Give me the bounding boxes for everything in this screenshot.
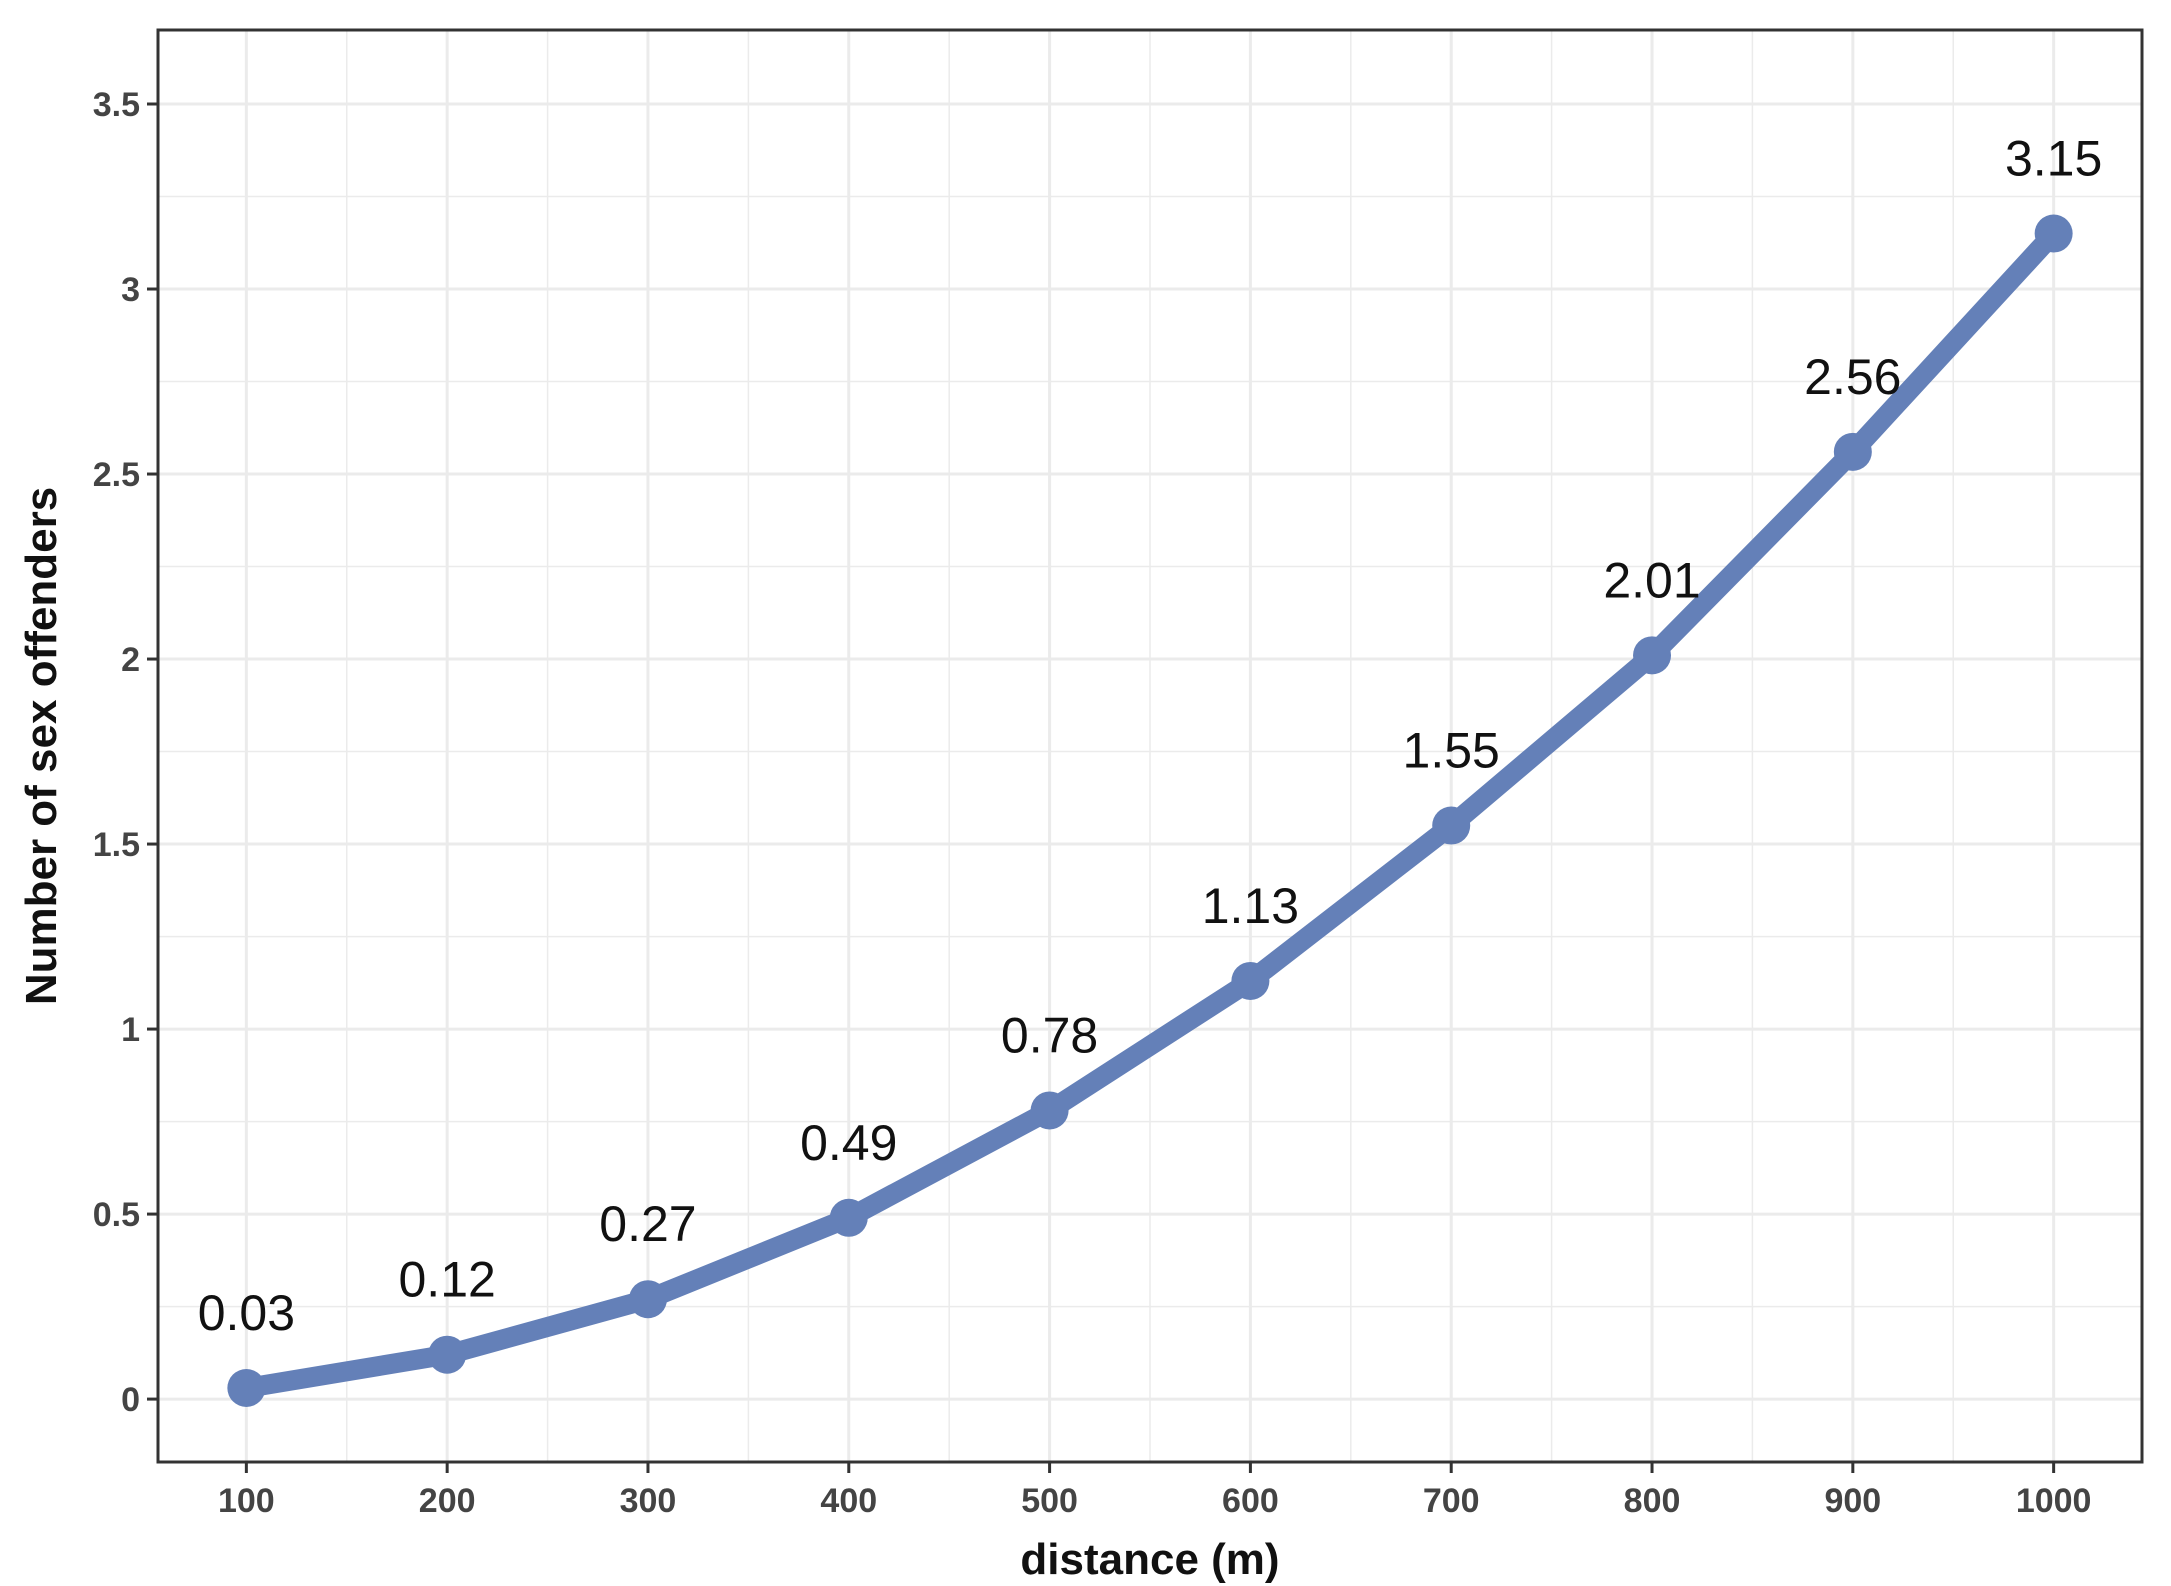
data-label: 0.03 <box>198 1285 295 1341</box>
x-tick-label: 600 <box>1222 1482 1279 1520</box>
y-axis-title: Number of sex offenders <box>17 487 66 1005</box>
data-points-group <box>227 214 2073 1407</box>
data-label: 0.78 <box>1001 1007 1098 1063</box>
series-line <box>236 223 2064 1398</box>
data-label: 1.55 <box>1403 723 1500 779</box>
data-point <box>1030 1091 1069 1130</box>
data-point <box>628 1280 667 1319</box>
data-label: 3.15 <box>2005 131 2102 187</box>
data-point <box>1633 636 1672 675</box>
x-tick-label: 400 <box>820 1482 877 1520</box>
x-tick-label: 900 <box>1824 1482 1881 1520</box>
x-axis-ticks: 100 200 300 400 500 600 700 800 900 1000 <box>218 1462 2091 1520</box>
data-label: 1.13 <box>1202 878 1299 934</box>
y-tick-label: 0.5 <box>93 1196 140 1234</box>
series-line-group <box>236 223 2064 1398</box>
y-tick-label: 3.5 <box>93 86 140 124</box>
x-tick-label: 300 <box>620 1482 677 1520</box>
y-tick-label: 1 <box>121 1011 140 1049</box>
data-point <box>227 1368 266 1407</box>
y-tick-label: 2 <box>121 641 140 679</box>
x-tick-label: 200 <box>419 1482 476 1520</box>
grid-minor-lines <box>158 30 2142 1462</box>
x-tick-label: 700 <box>1423 1482 1480 1520</box>
data-label: 2.56 <box>1804 349 1901 405</box>
data-label: 0.27 <box>599 1196 696 1252</box>
x-tick-label: 100 <box>218 1482 275 1520</box>
x-tick-label: 500 <box>1021 1482 1078 1520</box>
data-labels-group: 0.03 0.12 0.27 0.49 0.78 1.13 1.55 2.01 2.56 3.15 <box>198 131 2103 1341</box>
data-point <box>428 1335 467 1374</box>
y-axis-ticks: 0 0.5 1 1.5 2 2.5 3 3.5 <box>93 86 158 1419</box>
data-label: 2.01 <box>1603 552 1700 608</box>
x-tick-label: 1000 <box>2016 1482 2092 1520</box>
y-tick-label: 1.5 <box>93 826 140 864</box>
y-tick-label: 3 <box>121 271 140 309</box>
data-label: 0.49 <box>800 1115 897 1171</box>
x-axis-title: distance (m) <box>1020 1535 1279 1584</box>
grid-major-lines <box>158 30 2142 1462</box>
data-point <box>2034 214 2073 253</box>
data-point <box>1833 432 1872 471</box>
data-label: 0.12 <box>399 1252 496 1308</box>
y-tick-label: 0 <box>121 1381 140 1419</box>
x-tick-label: 800 <box>1624 1482 1681 1520</box>
data-point <box>1231 961 1270 1000</box>
data-point <box>829 1198 868 1237</box>
y-tick-label: 2.5 <box>93 456 140 494</box>
data-point <box>1432 806 1471 845</box>
plot-panel-border <box>156 28 2144 1464</box>
